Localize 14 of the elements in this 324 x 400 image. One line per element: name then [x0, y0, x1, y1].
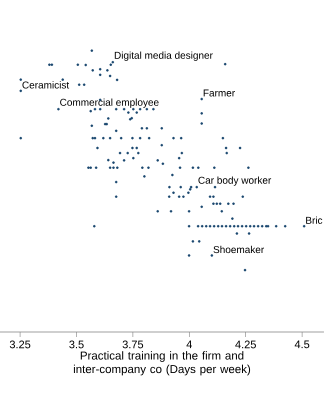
annotation: Bric: [306, 216, 322, 224]
annotation: Ceramicist: [22, 81, 70, 89]
annotation: Car body worker: [198, 176, 272, 186]
x-tick-label: 3.75: [122, 340, 144, 348]
x-tick-label: 3.5: [69, 340, 84, 348]
x-tick-label: 4.5: [294, 340, 310, 348]
annotation: Commercial employee: [60, 98, 159, 108]
annotation: Shoemaker: [214, 246, 264, 254]
x-tick-label: 4: [186, 340, 192, 348]
x-tick-label: 4.25: [235, 340, 256, 348]
annotation: Farmer: [204, 90, 235, 97]
x-tick-label: 3.25: [10, 340, 30, 348]
annotation: Digital media designer: [114, 52, 213, 61]
x-axis-title: Practical training in the firm and inter-company co (Days per week): [74, 351, 250, 376]
